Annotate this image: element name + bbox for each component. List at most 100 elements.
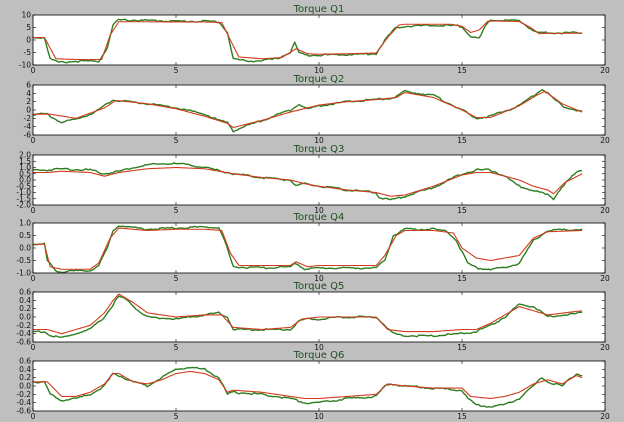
y-tick-label: 1.0 (19, 219, 31, 228)
x-tick-label: 20 (600, 343, 610, 352)
x-tick-label: 15 (457, 274, 467, 283)
x-tick-label: 10 (314, 412, 324, 421)
y-tick-label: 2.0 (19, 151, 31, 160)
series-group (33, 293, 583, 338)
x-tick-label: 5 (174, 66, 179, 75)
x-tick-label: 0 (31, 343, 36, 352)
x-tick-label: 0 (31, 412, 36, 421)
series-group (33, 18, 583, 64)
series-line-measured (33, 366, 583, 408)
series-group (33, 162, 583, 201)
y-tick-label: 0.0 (19, 313, 31, 322)
y-tick-label: 0.2 (19, 304, 31, 313)
y-tick-label: 0.4 (19, 365, 31, 374)
plot-area (33, 85, 605, 135)
y-tick-label: 0.0 (19, 244, 31, 253)
chart-title: Torque Q5 (293, 281, 345, 292)
x-tick-label: 5 (174, 343, 179, 352)
y-tick-label: -4 (24, 122, 32, 131)
x-tick-label: 5 (174, 274, 179, 283)
y-tick-label: 0.0 (19, 382, 31, 391)
y-tick-label: -1.5 (16, 194, 31, 203)
plot-area (33, 361, 605, 411)
series-line-estimated (33, 20, 583, 61)
chart-title: Torque Q1 (293, 4, 345, 15)
series-line-estimated (33, 90, 583, 129)
y-tick-label: 0.0 (19, 176, 31, 185)
y-tick-label: -1.0 (16, 269, 31, 278)
x-tick-label: 20 (600, 412, 610, 421)
x-tick-label: 15 (457, 343, 467, 352)
x-tick-label: 20 (600, 206, 610, 215)
y-tick-label: 0.5 (19, 231, 31, 240)
x-tick-label: 15 (457, 136, 467, 145)
x-tick-label: 10 (314, 136, 324, 145)
y-tick-label: -0.5 (16, 182, 31, 191)
subplot-1: 0 5 10 15 20 -10 -5 0 5 10 Torque Q1 (19, 4, 610, 75)
y-tick-label: -1.0 (16, 188, 31, 197)
chart-title: Torque Q2 (293, 74, 345, 85)
chart-title: Torque Q3 (293, 144, 345, 155)
y-tick-label: 5 (26, 23, 31, 32)
x-tick-label: 0 (31, 274, 36, 283)
x-tick-label: 5 (174, 206, 179, 215)
x-tick-label: 15 (457, 206, 467, 215)
x-tick-label: 20 (600, 66, 610, 75)
y-tick-label: 1.5 (19, 157, 31, 166)
y-tick-label: 0.6 (19, 357, 31, 366)
x-tick-label: 20 (600, 136, 610, 145)
x-tick-label: 15 (457, 412, 467, 421)
chart-title: Torque Q4 (293, 212, 345, 223)
series-line-estimated (33, 293, 583, 335)
series-line-estimated (33, 166, 583, 197)
y-tick-label: -0.5 (16, 256, 31, 265)
x-tick-label: 10 (314, 343, 324, 352)
y-tick-label: -5 (24, 48, 32, 57)
y-tick-label: 6 (26, 81, 31, 90)
x-tick-label: 15 (457, 66, 467, 75)
series-line-measured (33, 18, 583, 64)
y-tick-label: -0.6 (16, 338, 31, 347)
subplot-4: 0 5 10 15 20 -1.0 -0.5 0.0 0.5 1.0 Torque Q4 (16, 212, 610, 283)
y-tick-label: -0.2 (16, 321, 31, 330)
y-tick-label: 2 (26, 97, 31, 106)
plot-area (33, 15, 605, 65)
subplot-5: 0 5 10 15 20 -0.6-0.4-0.20.00.20.40.6 Torque Q… (16, 281, 610, 352)
x-tick-label: 0 (31, 136, 36, 145)
x-tick-label: 20 (600, 274, 610, 283)
y-tick-label: 0 (26, 106, 31, 115)
x-tick-label: 10 (314, 274, 324, 283)
series-line-estimated (33, 227, 583, 270)
x-tick-label: 10 (314, 206, 324, 215)
y-tick-label: -10 (19, 61, 31, 70)
plot-area (33, 223, 605, 273)
y-tick-label: 0 (26, 36, 31, 45)
series-group (33, 366, 583, 408)
y-tick-label: -0.6 (16, 407, 31, 416)
y-tick-label: 10 (21, 11, 31, 20)
x-tick-label: 5 (174, 136, 179, 145)
x-tick-label: 5 (174, 412, 179, 421)
y-tick-label: -0.4 (16, 398, 31, 407)
x-tick-label: 0 (31, 206, 36, 215)
x-tick-label: 10 (314, 66, 324, 75)
x-tick-label: 0 (31, 66, 36, 75)
series-group (33, 225, 583, 273)
subplot-3: 0 5 10 15 20 -2.0-1.5-1.0-0.50.00.51.01.52.0 T… (16, 144, 610, 215)
y-tick-label: -0.2 (16, 390, 31, 399)
chart-title: Torque Q6 (293, 350, 345, 361)
y-tick-label: -2 (24, 114, 32, 123)
y-tick-label: 0.5 (19, 169, 31, 178)
y-tick-label: -2.0 (16, 201, 31, 210)
y-tick-label: 4 (26, 89, 31, 98)
y-tick-label: -0.4 (16, 329, 31, 338)
y-tick-label: -6 (24, 131, 32, 140)
y-tick-label: 0.6 (19, 288, 31, 297)
y-tick-label: 0.2 (19, 373, 31, 382)
y-tick-label: 0.4 (19, 296, 31, 305)
subplot-6: 0 5 10 15 20 -0.6-0.4-0.20.00.20.40.6 Torque Q… (16, 350, 610, 421)
series-line-estimated (33, 370, 583, 400)
series-group (33, 89, 583, 133)
